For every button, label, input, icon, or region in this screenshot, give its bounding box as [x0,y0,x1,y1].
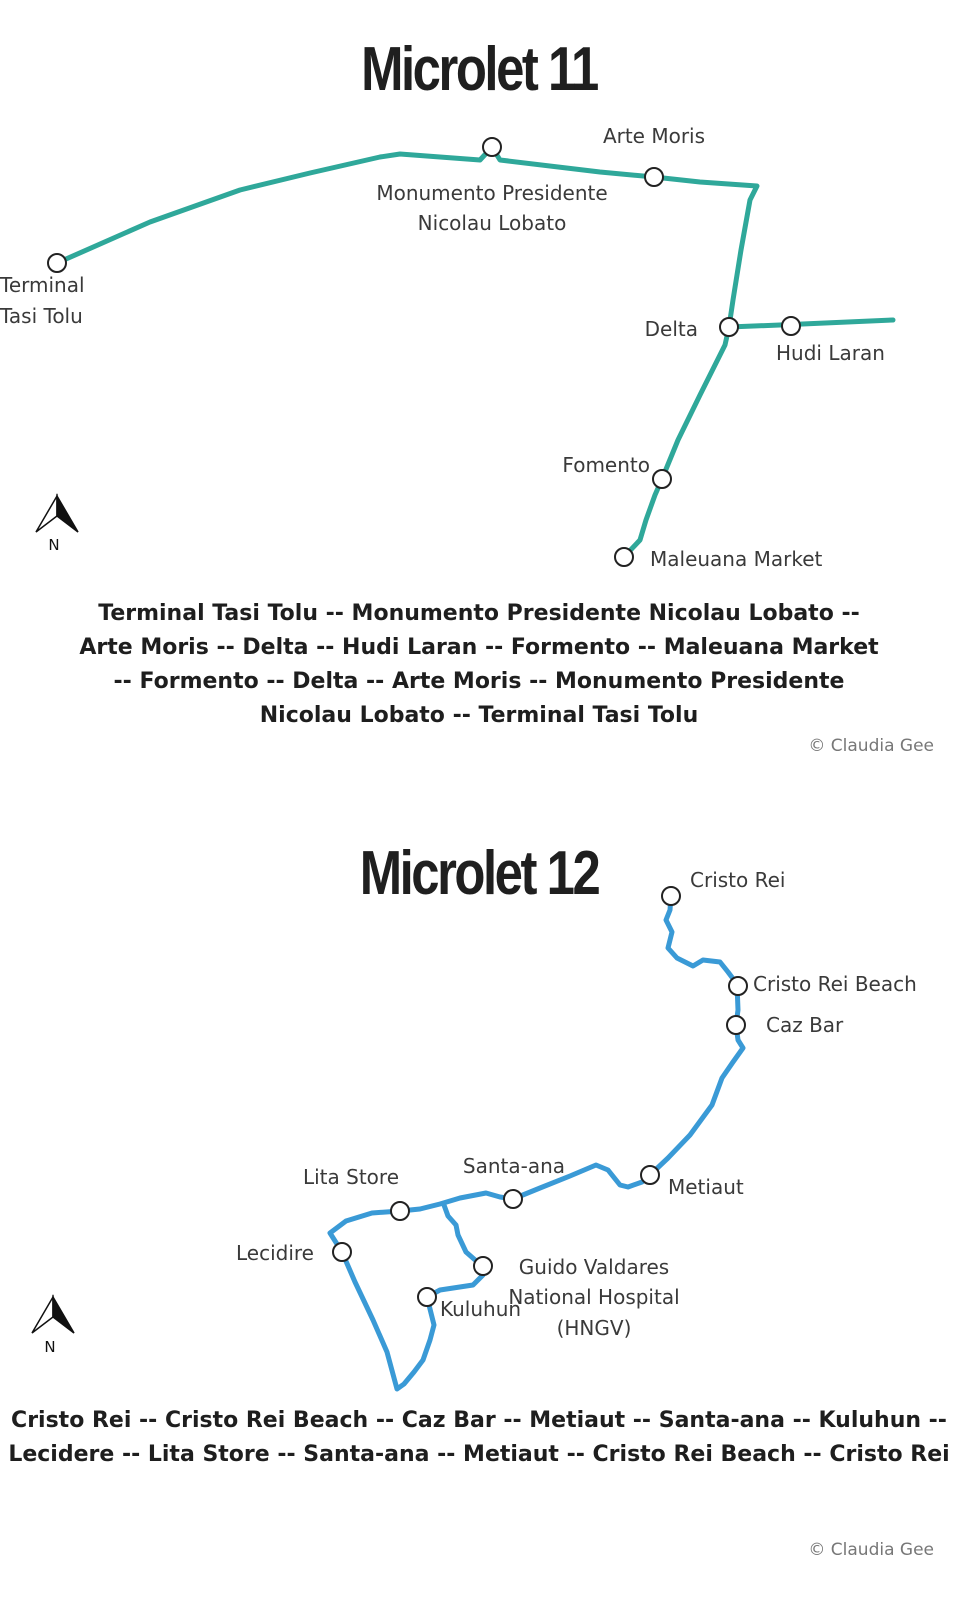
stop-marker-arte-moris [644,167,664,187]
stop-marker-metiaut [640,1165,660,1185]
label-terminal-line1: Terminal [0,273,85,297]
label-monumento-line1: Monumento Presidente [376,181,607,205]
label-hngv-line2: National Hospital [508,1285,679,1309]
stop-marker-fomento [652,469,672,489]
stop-marker-caz-bar [726,1015,746,1035]
label-delta: Delta [645,317,698,341]
microlet-11-route-line [54,144,896,560]
stop-marker-terminal-tasi-tolu [47,253,67,273]
stop-marker-maleuana-market [614,547,634,567]
label-cristo-rei-beach: Cristo Rei Beach [753,972,917,996]
microlet-12-route-description: Cristo Rei -- Cristo Rei Beach -- Caz Ba… [8,1408,950,1467]
microlet-12-route-line [327,893,746,1392]
stop-marker-lita-store [390,1201,410,1221]
label-maleuana-market: Maleuana Market [650,547,823,571]
microlet-12-title: Microlet 12 [359,839,601,908]
microlet-12-route-map: Cristo Rei Cristo Rei Beach Caz Bar Meti… [31,868,917,1392]
label-hngv-line1: Guido Valdares [519,1255,669,1279]
label-caz-bar: Caz Bar [766,1013,844,1037]
stop-marker-cristo-rei-beach [728,976,748,996]
label-lecidire: Lecidire [236,1241,314,1265]
north-arrow-icon: N [35,493,79,554]
stop-marker-lecidire [332,1242,352,1262]
label-hngv-line3: (HNGV) [557,1316,632,1340]
label-lita-store: Lita Store [303,1165,399,1189]
label-metiaut: Metiaut [668,1175,744,1199]
north-arrow-icon: N [31,1294,75,1356]
label-arte-moris: Arte Moris [603,124,705,148]
stop-marker-hngv [473,1256,493,1276]
microlet-12-credit: © Claudia Gee [808,1540,934,1560]
microlet-11-credit: © Claudia Gee [808,736,934,756]
label-kuluhun: Kuluhun [440,1297,521,1321]
compass-n-label: N [44,1338,55,1356]
microlet-11-title: Microlet 11 [361,35,599,104]
stop-marker-monumento [482,137,502,157]
microlet-11-route-description: Terminal Tasi Tolu -- Monumento Presiden… [79,601,879,728]
label-monumento-line2: Nicolau Lobato [418,211,567,235]
label-hudi-laran: Hudi Laran [776,341,885,365]
label-fomento: Fomento [562,453,650,477]
label-santa-ana: Santa-ana [463,1154,565,1178]
stop-marker-delta [719,317,739,337]
stop-marker-cristo-rei [661,886,681,906]
stop-marker-hudi-laran [781,316,801,336]
label-cristo-rei: Cristo Rei [690,868,785,892]
stop-marker-santa-ana [503,1189,523,1209]
microlet-11-route-map: Terminal Tasi Tolu Monumento Presidente … [0,124,896,571]
compass-n-label: N [48,536,59,554]
label-terminal-line2: Tasi Tolu [0,304,83,328]
stop-marker-kuluhun [417,1287,437,1307]
